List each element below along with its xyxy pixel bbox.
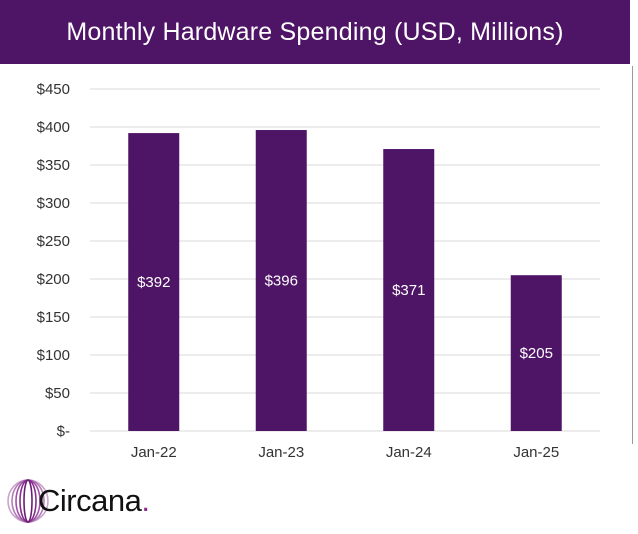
y-tick-label: $350 (37, 157, 70, 174)
y-tick-label: $400 (37, 119, 70, 136)
bar (128, 133, 180, 431)
data-label: $392 (137, 274, 170, 291)
data-label: $396 (265, 273, 298, 290)
right-divider (632, 66, 633, 444)
chart-title-bar: Monthly Hardware Spending (USD, Millions… (0, 0, 630, 64)
y-tick-label: $300 (37, 195, 70, 212)
x-tick-label: Jan-25 (513, 444, 559, 461)
y-tick-label: $150 (37, 309, 70, 326)
y-tick-label: $250 (37, 233, 70, 250)
circana-logo: Circana. (4, 476, 150, 526)
y-tick-label: $50 (45, 385, 70, 402)
bar (510, 275, 562, 431)
bar (255, 130, 307, 431)
bar (383, 149, 435, 431)
chart-title: Monthly Hardware Spending (USD, Millions… (66, 17, 564, 46)
data-label: $371 (392, 282, 425, 299)
y-tick-label: $100 (37, 347, 70, 364)
x-tick-label: Jan-22 (131, 444, 177, 461)
circana-logo-icon (7, 479, 49, 523)
y-tick-label: $450 (37, 81, 70, 98)
y-tick-label: $200 (37, 271, 70, 288)
x-tick-label: Jan-24 (386, 444, 432, 461)
x-tick-label: Jan-23 (258, 444, 304, 461)
circana-logo-text: Circana. (38, 483, 150, 518)
data-label: $205 (520, 345, 553, 362)
y-tick-label: $- (57, 423, 70, 440)
bar-chart: $- $50 $100 $150 $200 $250 $300 $350 $400 $450 $39… (37, 81, 600, 461)
